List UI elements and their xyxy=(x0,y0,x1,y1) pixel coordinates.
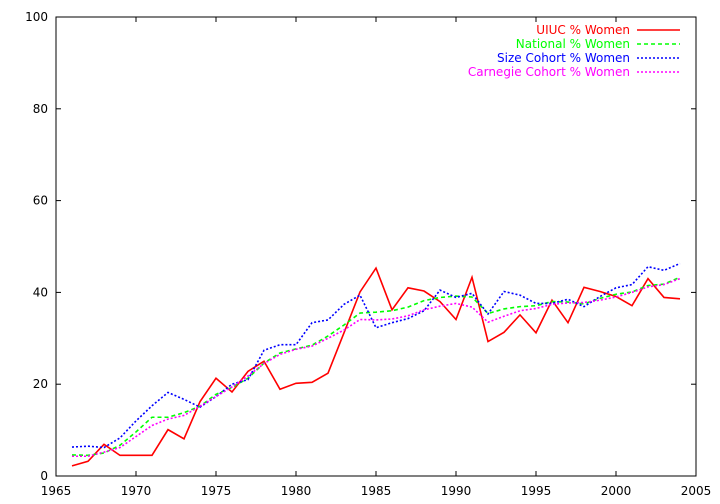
series-lines xyxy=(71,262,681,467)
legend-label: Size Cohort % Women xyxy=(497,51,630,65)
plot-frame xyxy=(55,16,697,477)
x-tick-label: 1990 xyxy=(441,484,472,498)
x-tick-label: 1980 xyxy=(281,484,312,498)
x-tick-label: 1975 xyxy=(201,484,232,498)
legend-label: UIUC % Women xyxy=(536,23,630,37)
y-tick-label: 100 xyxy=(25,10,48,24)
y-tick-label: 20 xyxy=(33,377,48,391)
x-tick-label: 1995 xyxy=(521,484,552,498)
y-tick-label: 60 xyxy=(33,194,48,208)
series-line-4 xyxy=(72,277,681,458)
axis-ticks: 1965 1970 1975 1980 1985 1990 1995 2000 2005 0 20 4… xyxy=(25,10,711,498)
series-line-1 xyxy=(71,266,681,467)
x-tick-label: 1965 xyxy=(41,484,72,498)
series-line-3 xyxy=(71,262,681,449)
x-tick-label: 1985 xyxy=(361,484,392,498)
legend-label: Carnegie Cohort % Women xyxy=(468,65,630,79)
x-tick-label: 2000 xyxy=(601,484,632,498)
legend-label: National % Women xyxy=(516,37,630,51)
series-line-2 xyxy=(71,276,681,457)
y-tick-label: 40 xyxy=(33,285,48,299)
x-tick-label: 1970 xyxy=(121,484,152,498)
y-tick-label: 80 xyxy=(33,102,48,116)
y-tick-label: 0 xyxy=(40,469,48,483)
x-tick-label: 2005 xyxy=(681,484,712,498)
